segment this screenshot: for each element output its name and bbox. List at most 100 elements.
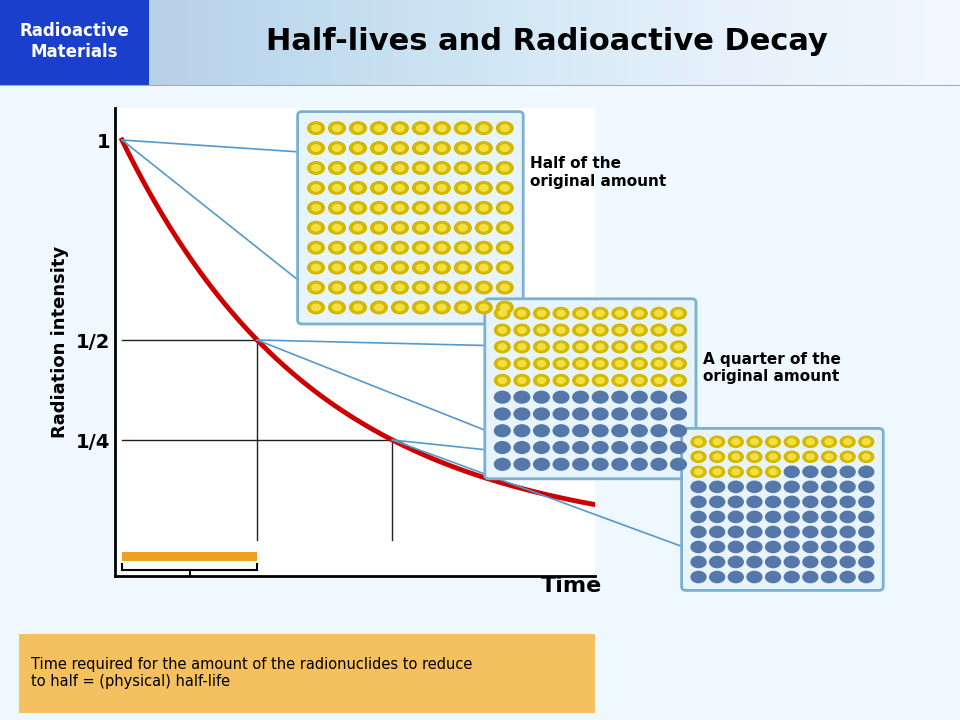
Circle shape (312, 284, 321, 291)
Circle shape (392, 142, 408, 154)
Circle shape (553, 358, 569, 369)
Circle shape (459, 225, 468, 231)
Circle shape (596, 344, 604, 350)
Circle shape (413, 222, 429, 234)
Circle shape (438, 264, 446, 271)
Circle shape (333, 204, 342, 211)
Circle shape (517, 310, 526, 316)
Circle shape (592, 341, 608, 353)
Circle shape (494, 324, 510, 336)
Circle shape (840, 557, 855, 567)
Circle shape (371, 222, 387, 234)
Circle shape (553, 425, 569, 436)
Circle shape (479, 284, 489, 291)
Circle shape (479, 304, 489, 311)
Circle shape (438, 284, 446, 291)
Circle shape (479, 264, 489, 271)
Circle shape (671, 341, 686, 353)
Text: Half of the
original amount: Half of the original amount (530, 156, 666, 189)
Circle shape (312, 304, 321, 311)
Circle shape (459, 244, 468, 251)
Circle shape (729, 481, 743, 492)
Circle shape (534, 425, 549, 436)
Circle shape (417, 264, 425, 271)
Circle shape (612, 425, 628, 436)
Circle shape (307, 301, 324, 314)
Circle shape (557, 344, 565, 350)
Circle shape (494, 408, 510, 420)
Circle shape (822, 496, 836, 508)
Circle shape (636, 310, 643, 316)
Circle shape (636, 377, 643, 384)
Circle shape (475, 142, 492, 154)
Circle shape (494, 358, 510, 369)
Circle shape (747, 451, 762, 462)
Circle shape (732, 454, 739, 459)
Circle shape (333, 225, 342, 231)
Circle shape (859, 481, 874, 492)
Circle shape (349, 142, 367, 154)
Circle shape (413, 282, 429, 294)
Circle shape (479, 165, 489, 171)
Circle shape (822, 541, 836, 552)
Circle shape (573, 358, 588, 369)
Circle shape (859, 526, 874, 538)
Circle shape (475, 282, 492, 294)
Circle shape (392, 261, 408, 274)
Circle shape (454, 282, 471, 294)
Circle shape (534, 441, 549, 454)
Circle shape (691, 496, 706, 508)
Circle shape (573, 441, 588, 454)
Circle shape (454, 241, 471, 254)
Circle shape (636, 344, 643, 350)
Circle shape (553, 408, 569, 420)
Circle shape (353, 304, 362, 311)
Circle shape (822, 557, 836, 567)
Circle shape (475, 202, 492, 214)
Circle shape (307, 181, 324, 194)
Circle shape (803, 496, 818, 508)
Circle shape (328, 202, 346, 214)
Circle shape (349, 181, 367, 194)
Circle shape (534, 307, 549, 319)
Circle shape (353, 225, 362, 231)
Circle shape (417, 204, 425, 211)
Circle shape (651, 307, 667, 319)
Circle shape (496, 222, 514, 234)
Circle shape (632, 307, 647, 319)
Circle shape (612, 324, 628, 336)
Circle shape (784, 496, 799, 508)
Circle shape (434, 122, 450, 135)
FancyBboxPatch shape (0, 0, 149, 86)
Circle shape (392, 282, 408, 294)
Circle shape (413, 122, 429, 135)
Circle shape (732, 469, 739, 474)
Circle shape (333, 165, 342, 171)
Circle shape (396, 244, 404, 251)
Circle shape (592, 358, 608, 369)
Circle shape (534, 324, 549, 336)
Circle shape (671, 441, 686, 454)
Circle shape (434, 162, 450, 174)
Circle shape (840, 436, 855, 447)
Circle shape (307, 122, 324, 135)
Circle shape (709, 467, 725, 477)
Circle shape (307, 261, 324, 274)
Circle shape (353, 184, 362, 192)
Circle shape (454, 202, 471, 214)
Circle shape (438, 225, 446, 231)
Circle shape (496, 162, 514, 174)
Circle shape (459, 264, 468, 271)
Circle shape (454, 222, 471, 234)
Circle shape (500, 165, 509, 171)
Circle shape (417, 145, 425, 151)
Circle shape (651, 324, 667, 336)
Circle shape (500, 284, 509, 291)
Circle shape (459, 184, 468, 192)
Circle shape (434, 202, 450, 214)
Circle shape (826, 439, 833, 445)
Circle shape (766, 511, 780, 523)
Circle shape (514, 391, 530, 403)
Circle shape (553, 307, 569, 319)
Y-axis label: Radiation intensity: Radiation intensity (51, 246, 69, 438)
